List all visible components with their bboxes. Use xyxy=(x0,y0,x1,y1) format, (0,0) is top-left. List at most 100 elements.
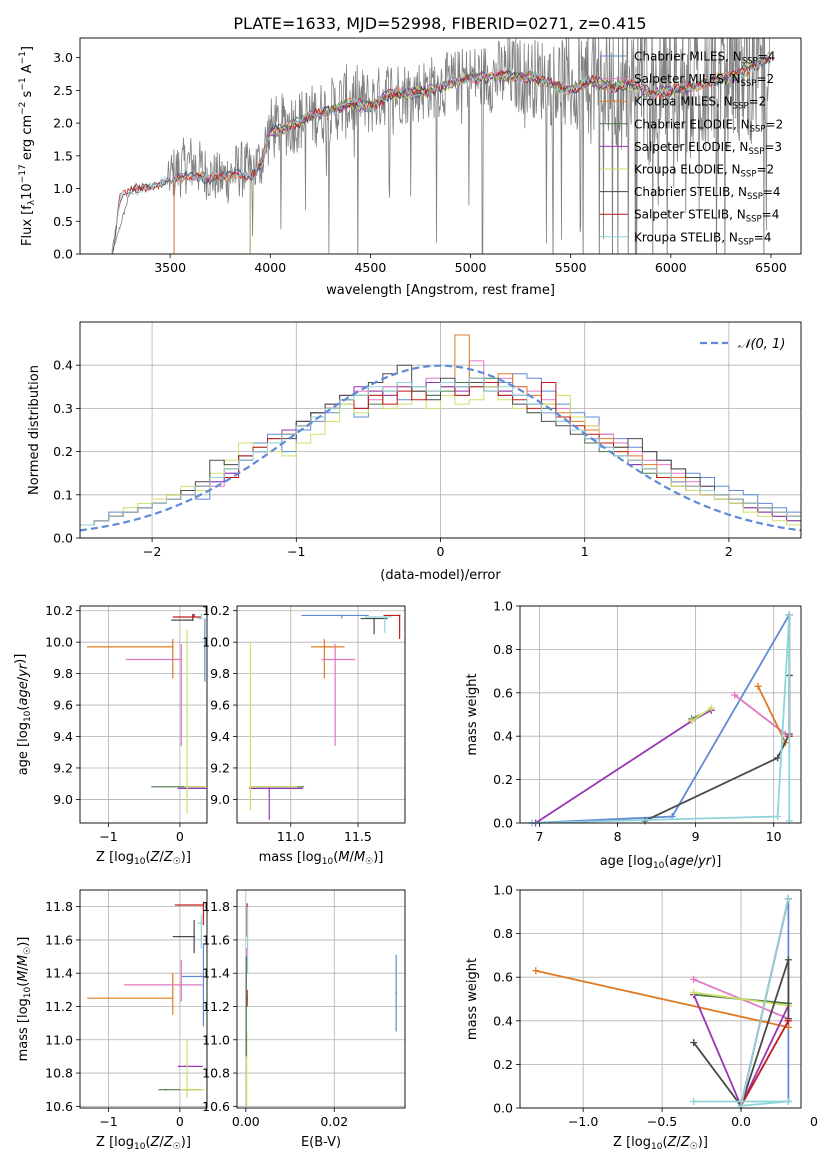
x-tick-label: 0.02 xyxy=(320,1114,348,1129)
weight-line-kroupa-stelib xyxy=(531,614,791,824)
weight-line-kroupa-elodie xyxy=(693,991,789,1007)
y-tick-label: 0.0 xyxy=(53,247,73,262)
x-axis-label: (data-model)/error xyxy=(380,568,501,583)
errorbar-point xyxy=(180,658,183,661)
y-tick-label: 0.6 xyxy=(493,685,513,700)
y-tick-label: 9.8 xyxy=(210,666,230,681)
x-tick-label: 5500 xyxy=(555,260,587,275)
errorbar-point xyxy=(202,975,205,978)
weight-marker xyxy=(688,717,696,725)
y-tick-label: 2.5 xyxy=(53,83,73,98)
y-tick-label: 0.8 xyxy=(493,926,513,941)
y-tick-label: 1.5 xyxy=(53,148,73,163)
errorbar-point xyxy=(183,1065,186,1068)
histogram-step-chabrier-stelib xyxy=(80,364,801,538)
y-tick-label: 9.0 xyxy=(53,792,73,807)
y-tick-label: 9.4 xyxy=(53,729,73,744)
legend-label: Chabrier STELIB, NSSP=4 xyxy=(634,185,781,202)
age-vs-Z-panel: −1 0 9.0 9.2 9.4 9.6 9.8 10.0 10.2 Z [log10(Z/Z☉)… xyxy=(13,603,208,867)
y-axis-label: mass weight xyxy=(465,958,480,1040)
y-tick-label: 9.2 xyxy=(210,760,230,775)
x-tick-label: 0.00 xyxy=(232,1114,260,1129)
errorbar-point xyxy=(171,645,174,648)
y-tick-label: 11.8 xyxy=(45,899,73,914)
errorbar-plot-area xyxy=(87,613,207,814)
figure-title: PLATE=1633, MJD=52998, FIBERID=0271, z=0… xyxy=(233,14,646,33)
y-tick-label: 11.0 xyxy=(45,1032,73,1047)
y-tick-label: 1.0 xyxy=(493,599,513,614)
y-tick-label: 0.3 xyxy=(53,401,73,416)
axes-frame xyxy=(236,605,406,824)
x-tick-label: 4500 xyxy=(354,260,386,275)
y-tick-label: 0.5 xyxy=(53,214,73,229)
x-tick-label: 4000 xyxy=(254,260,286,275)
errorbar-point xyxy=(323,645,326,648)
x-tick-label: 0.5 xyxy=(810,1114,819,1129)
mass-vs-EBV-panel: 0.00 0.02 10.6 10.8 11.0 11.2 11.4 11.6 11.8 E(B-… xyxy=(202,889,406,1150)
x-axis-label: Z [log10(Z/Z☉)] xyxy=(96,850,191,867)
axes-frame xyxy=(519,605,802,824)
errorbar-point xyxy=(246,939,249,941)
y-tick-label: 9.2 xyxy=(53,760,73,775)
errorbar-point xyxy=(186,785,188,788)
weight-marker xyxy=(690,1097,698,1105)
y-tick-label: 0.0 xyxy=(53,531,73,546)
weight-line-salpeter-elodie xyxy=(535,709,712,824)
errorbar-plot-area xyxy=(249,614,401,820)
x-tick-label: 2 xyxy=(725,544,733,559)
errorbar-point xyxy=(245,1080,248,1083)
y-tick-label: 1.0 xyxy=(53,181,73,196)
weight-marker xyxy=(785,611,793,619)
y-tick-label: 11.6 xyxy=(45,932,73,947)
y-tick-label: 0.4 xyxy=(493,1013,513,1028)
axes-frame xyxy=(79,37,802,255)
x-tick-label: −1 xyxy=(287,544,305,559)
weight-marker xyxy=(690,988,698,996)
errorbar-point xyxy=(383,616,386,618)
legend-label: Salpeter STELIB, NSSP=4 xyxy=(634,208,779,225)
x-tick-label: 10 xyxy=(766,829,782,844)
errorbar-point xyxy=(164,1088,167,1091)
legend-label: Salpeter ELODIE, NSSP=3 xyxy=(634,140,782,157)
x-axis-label: E(B-V) xyxy=(301,1135,341,1150)
x-tick-label: 5000 xyxy=(455,260,487,275)
legend-label: Kroupa STELIB, NSSP=4 xyxy=(634,230,772,247)
errorbar-point xyxy=(186,1088,188,1091)
x-tick-label: −2 xyxy=(143,544,161,559)
errorbar-point xyxy=(200,922,203,925)
errorbar-point xyxy=(268,787,271,790)
weight-line-kroupa-miles xyxy=(757,685,787,744)
mass-vs-Z-panel: −1 0 10.6 10.8 11.0 11.2 11.4 11.6 11.8 Z [log10(… xyxy=(16,889,208,1152)
y-tick-label: 11.8 xyxy=(202,899,230,914)
residuals-plot-area xyxy=(80,334,801,538)
weight-marker xyxy=(784,1017,792,1025)
weight-vs-Z-panel: −1.0 −0.5 0.0 0.5 0.0 0.2 0.4 0.6 0.8 1.0 Z [log10… xyxy=(465,883,819,1153)
y-tick-label: 11.4 xyxy=(202,966,230,981)
weight-marker xyxy=(690,1039,698,1047)
y-tick-label: 0.0 xyxy=(493,816,513,831)
errorbar-point xyxy=(203,641,206,644)
weight-line-kroupa-miles xyxy=(535,969,789,1029)
y-tick-label: 10.2 xyxy=(45,603,73,618)
x-tick-label: 9 xyxy=(692,829,700,844)
y-tick-label: 0.6 xyxy=(493,970,513,985)
y-tick-label: 0.4 xyxy=(53,358,73,373)
y-tick-label: 0.8 xyxy=(493,642,513,657)
y-tick-label: 10.2 xyxy=(202,603,230,618)
errorbar-point xyxy=(191,619,194,622)
errorbar-point xyxy=(245,1005,248,1008)
weight-marker xyxy=(774,812,782,820)
spectrum-plot-area xyxy=(111,38,772,254)
y-tick-label: 0.2 xyxy=(493,772,513,787)
x-axis-label: age [log10(age/yr)] xyxy=(600,854,722,871)
y-tick-label: 3.0 xyxy=(53,50,73,65)
weight-vs-age-panel: 7 8 9 10 0.0 0.2 0.4 0.6 0.8 1.0 age [log10(age/yr… xyxy=(465,599,802,871)
x-axis-label: Z [log10(Z/Z☉)] xyxy=(96,1135,191,1152)
y-axis-label: age [log10(age/yr)] xyxy=(13,654,33,776)
errorbar-point xyxy=(193,935,196,938)
x-tick-label: −0.5 xyxy=(647,1114,677,1129)
errorbar-point xyxy=(398,614,401,617)
y-tick-label: 10.8 xyxy=(45,1066,73,1081)
weight-line-chabrier-miles xyxy=(531,614,791,824)
